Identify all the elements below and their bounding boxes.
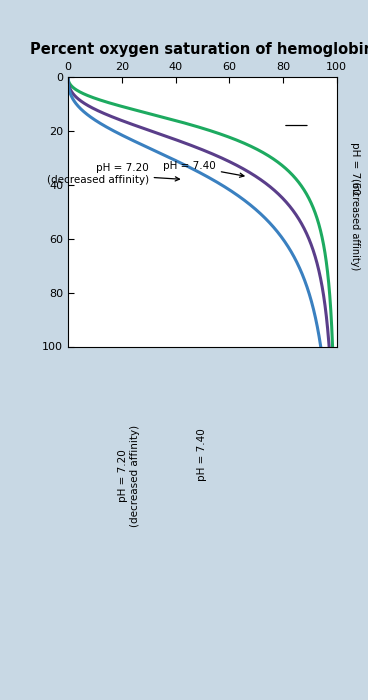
Text: pH = 7.20
(decreased affinity): pH = 7.20 (decreased affinity): [46, 163, 180, 185]
Text: pH = 7.40: pH = 7.40: [197, 428, 208, 482]
Text: pH = 7.40: pH = 7.40: [163, 161, 244, 177]
Text: (increased affinity): (increased affinity): [350, 178, 360, 270]
Text: pH = 7.20
(decreased affinity): pH = 7.20 (decreased affinity): [118, 425, 139, 527]
Text: pH = 7.60: pH = 7.60: [350, 141, 360, 195]
Title: Percent oxygen saturation of hemoglobin: Percent oxygen saturation of hemoglobin: [30, 42, 368, 57]
